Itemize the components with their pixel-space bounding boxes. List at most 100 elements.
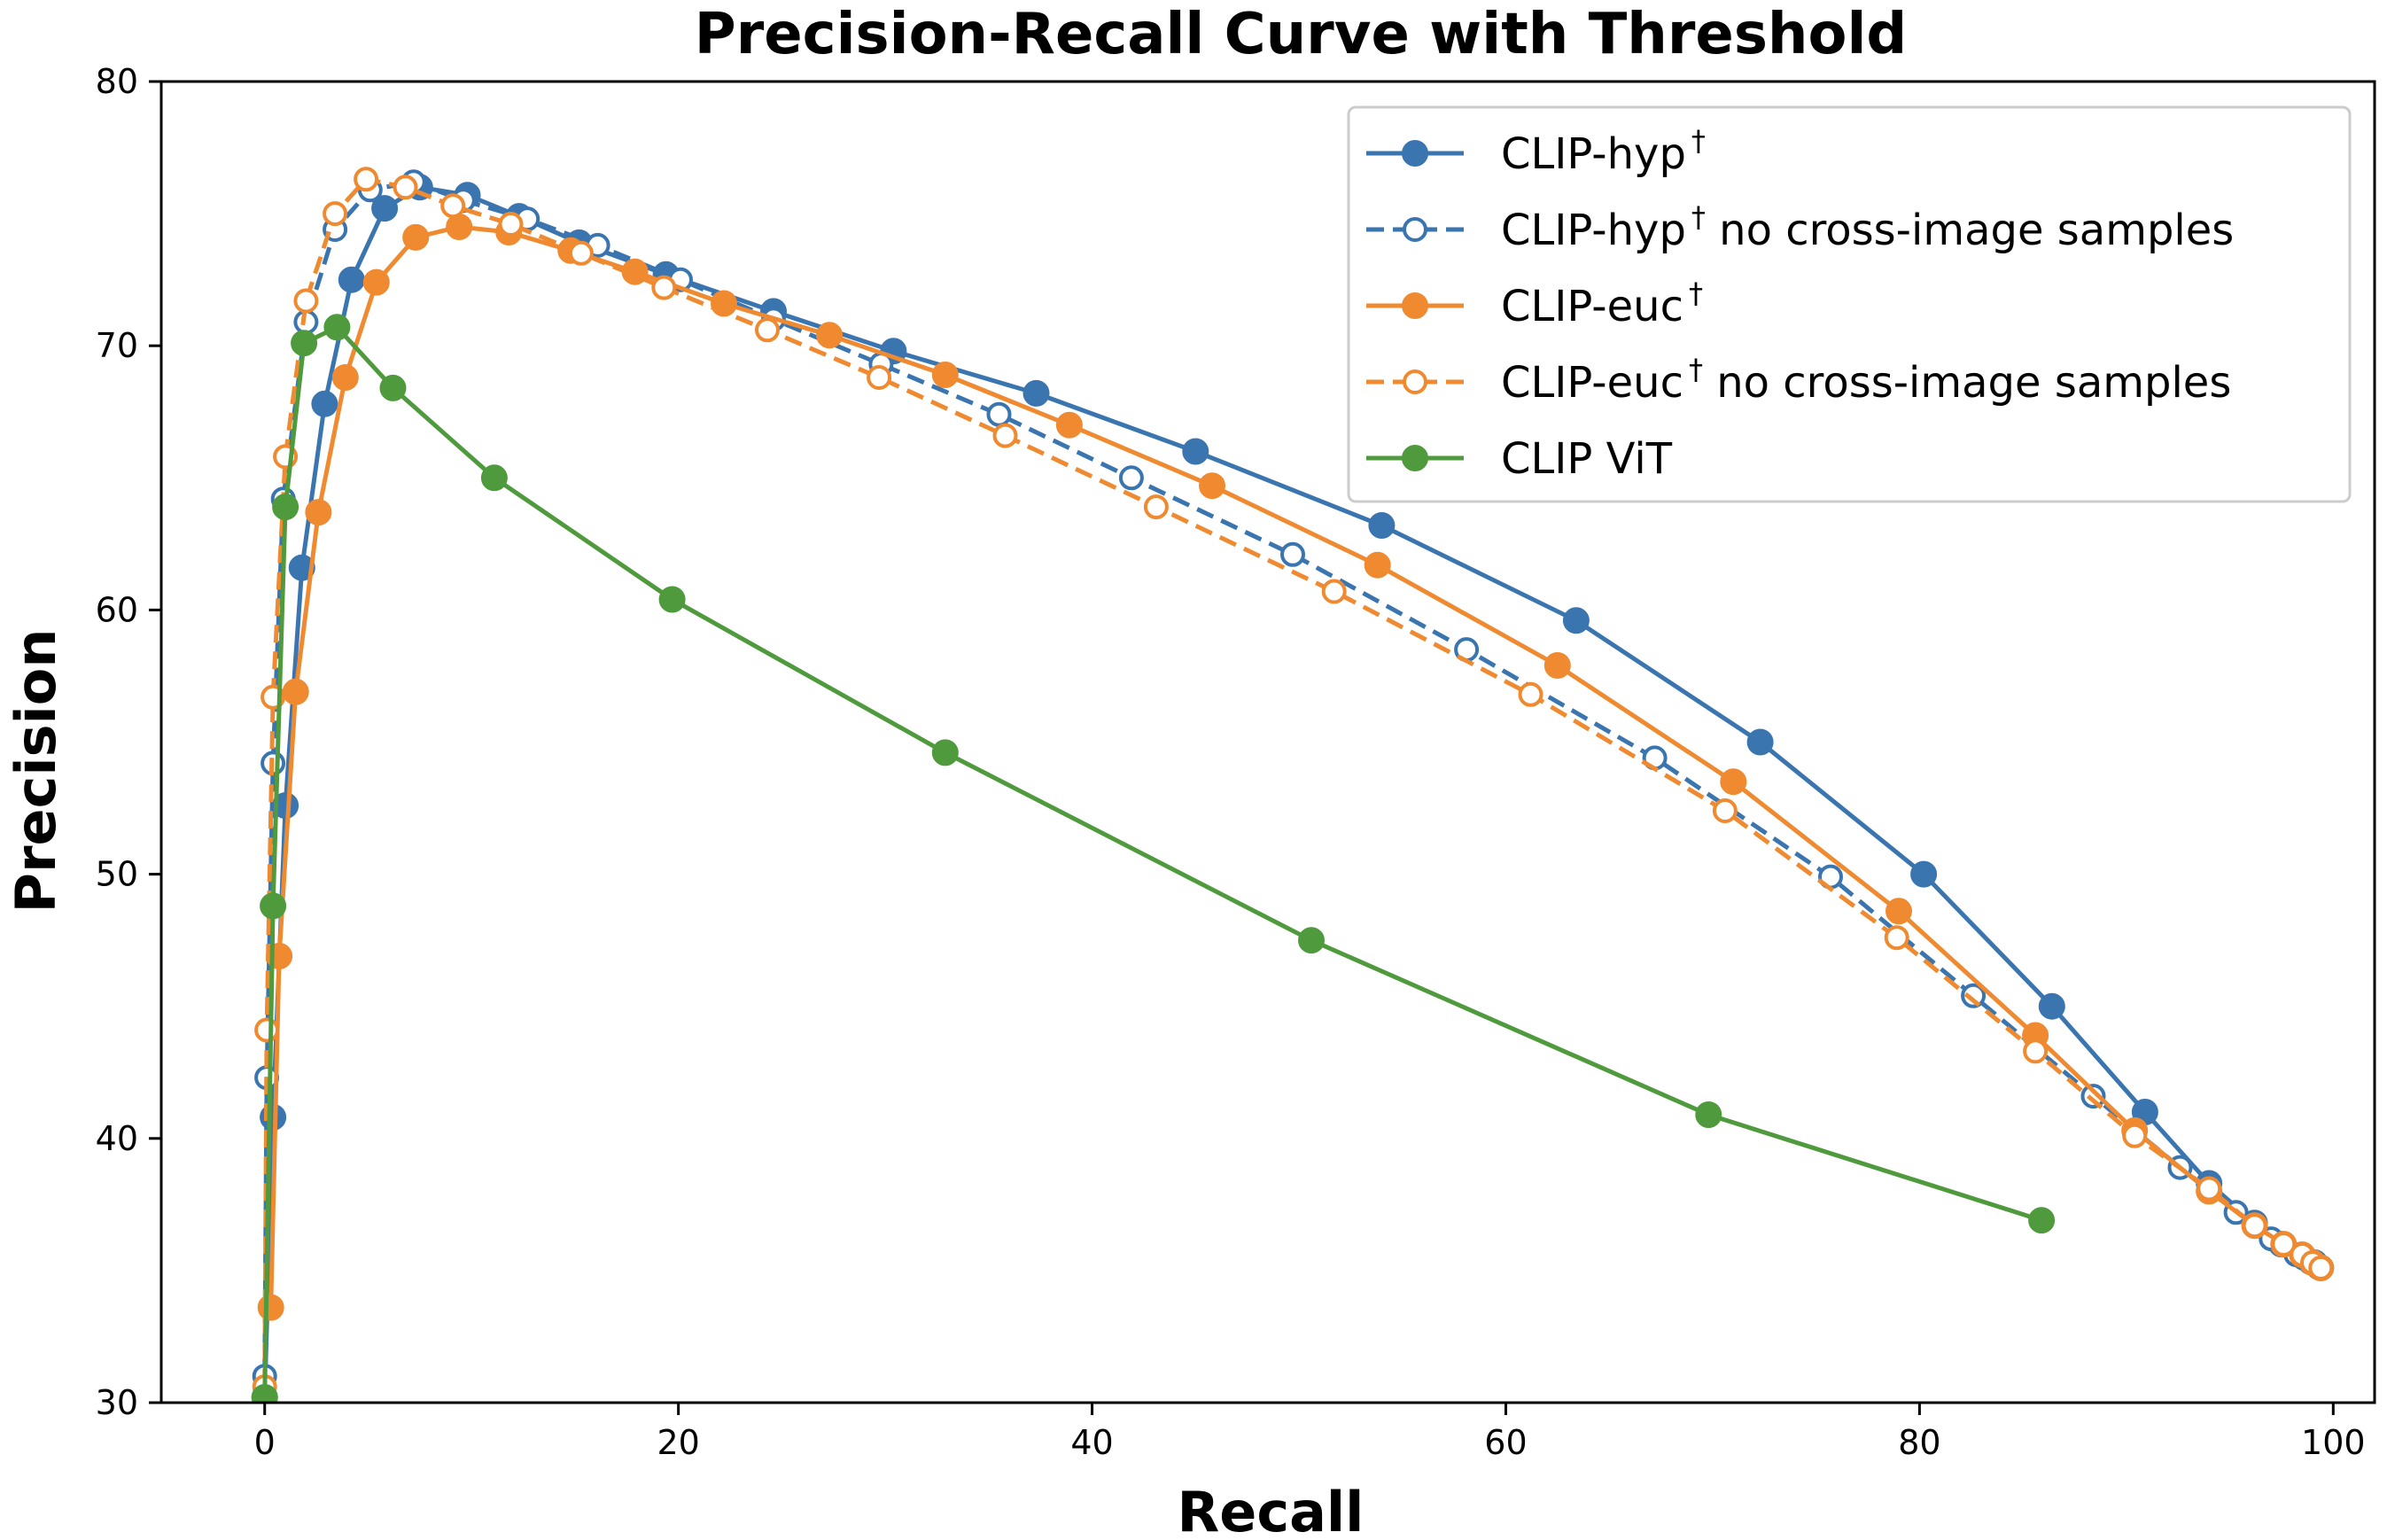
x-tick-label: 0 — [254, 1423, 276, 1462]
data-point-clip-euc-no-cross-image-samples — [393, 175, 418, 200]
data-point-clip-euc-no-cross-image-samples — [2271, 1232, 2297, 1257]
legend-swatch-marker — [1402, 292, 1428, 319]
data-point-clip-euc-no-cross-image-samples — [1712, 798, 1738, 823]
data-point-clip-euc — [1543, 652, 1571, 679]
x-tick-label: 40 — [1070, 1423, 1113, 1462]
data-point-clip-euc-no-cross-image-samples — [440, 193, 466, 219]
data-point-clip-vit — [251, 1384, 278, 1403]
data-point-clip-euc — [305, 499, 332, 526]
data-point-clip-euc — [446, 214, 473, 240]
legend-box — [1347, 105, 2352, 503]
legend: CLIP-hyp † CLIP-hyp † no cross-image sample… — [1347, 105, 2352, 503]
data-point-clip-hyp — [288, 554, 315, 581]
x-tick-label: 80 — [1898, 1423, 1940, 1462]
data-point-clip-euc-no-cross-image-samples — [1518, 681, 1543, 707]
y-tick-label: 50 — [96, 855, 138, 894]
plot-area — [251, 167, 2335, 1403]
data-point-clip-hyp — [1368, 512, 1396, 539]
data-point-clip-hyp-no-cross-image-samples — [2080, 1084, 2106, 1109]
data-point-clip-vit — [291, 330, 318, 357]
data-point-clip-euc — [816, 322, 844, 349]
data-point-clip-vit — [379, 374, 407, 401]
data-point-clip-euc-no-cross-image-samples — [2197, 1176, 2222, 1202]
legend-label: CLIP ViT — [1501, 434, 1673, 484]
data-point-clip-hyp — [1746, 728, 1774, 756]
data-point-clip-euc-no-cross-image-samples — [498, 212, 524, 237]
data-point-clip-euc-no-cross-image-samples — [651, 275, 677, 300]
data-point-clip-euc — [1055, 411, 1083, 439]
data-point-clip-euc-no-cross-image-samples — [1143, 494, 1169, 520]
data-point-clip-vit — [260, 892, 287, 920]
data-point-clip-euc — [1364, 551, 1391, 579]
legend-label: CLIP-hyp † — [1501, 124, 1706, 179]
legend-swatch-marker — [1402, 445, 1428, 471]
legend-swatch-marker — [1402, 140, 1428, 167]
x-tick-label: 100 — [2301, 1423, 2366, 1462]
x-tick-label: 20 — [657, 1423, 699, 1462]
data-point-clip-euc — [282, 678, 309, 705]
legend-label: CLIP-euc † — [1501, 276, 1703, 331]
data-point-clip-vit — [272, 494, 299, 521]
plot-frame — [159, 80, 2376, 1404]
data-point-clip-euc-no-cross-image-samples — [293, 288, 319, 314]
data-point-clip-euc-no-cross-image-samples — [867, 365, 892, 390]
data-point-clip-euc-no-cross-image-samples — [1321, 579, 1347, 604]
data-point-clip-euc — [257, 1294, 284, 1321]
data-point-clip-vit — [931, 739, 959, 766]
data-point-clip-euc — [1199, 472, 1225, 500]
legend-item-clip-hyp-no-cross-image-samples: CLIP-hyp † no cross-image samples — [1366, 200, 2234, 255]
data-point-clip-euc-no-cross-image-samples — [2122, 1123, 2148, 1148]
data-point-clip-vit — [1695, 1101, 1722, 1128]
y-tick-label: 70 — [96, 326, 138, 365]
data-point-clip-euc — [1885, 898, 1912, 925]
data-point-clip-hyp — [2038, 992, 2065, 1020]
data-point-clip-euc — [331, 364, 359, 391]
legend-swatch-marker — [1403, 369, 1427, 394]
legend-item-clip-euc: CLIP-euc † — [1366, 276, 1703, 331]
series-line-clip-vit — [262, 324, 2042, 1398]
data-point-clip-euc — [931, 362, 959, 388]
y-tick-label: 80 — [96, 62, 138, 101]
legend-item-clip-hyp: CLIP-hyp † — [1366, 124, 1706, 179]
data-point-clip-hyp-no-cross-image-samples — [986, 401, 1012, 427]
chart-title: Precision-Recall Curve with Threshold — [695, 2, 1907, 67]
data-point-clip-hyp — [338, 266, 365, 293]
series-group — [251, 167, 2335, 1403]
y-tick-label: 40 — [96, 1119, 138, 1158]
data-point-clip-vit — [480, 464, 508, 492]
data-point-clip-vit — [2028, 1207, 2056, 1234]
data-point-clip-euc-no-cross-image-samples — [755, 317, 780, 343]
data-point-clip-euc-no-cross-image-samples — [2242, 1213, 2267, 1239]
data-point-clip-euc — [362, 268, 390, 296]
x-tick-label: 60 — [1484, 1423, 1527, 1462]
axis-ticks: 0 20 40 60 80 100 30 40 50 60 70 80 — [96, 62, 2366, 1462]
legend-label: CLIP-euc † no cross-image samples — [1501, 353, 2231, 408]
data-point-clip-euc-no-cross-image-samples — [2023, 1038, 2049, 1064]
data-point-clip-hyp — [1022, 379, 1050, 407]
data-point-clip-hyp-no-cross-image-samples — [1961, 983, 1987, 1008]
data-point-clip-hyp — [1182, 438, 1209, 465]
data-point-clip-hyp — [1910, 860, 1938, 888]
data-point-clip-euc-no-cross-image-samples — [323, 201, 348, 227]
series-line-clip-euc-no-cross-image-samples — [262, 176, 2322, 1388]
legend-item-clip-vit: CLIP ViT — [1366, 434, 1673, 484]
legend-swatch-marker — [1403, 217, 1427, 242]
data-point-clip-vit — [323, 314, 351, 341]
data-point-clip-hyp — [311, 390, 338, 417]
data-point-clip-euc — [1720, 768, 1747, 796]
legend-item-clip-euc-no-cross-image-samples: CLIP-euc † no cross-image samples — [1366, 353, 2231, 408]
y-tick-label: 30 — [96, 1383, 138, 1422]
data-point-clip-euc-no-cross-image-samples — [254, 1017, 280, 1043]
x-axis-label: Recall — [1178, 1480, 1365, 1540]
y-axis-label: Precision — [4, 629, 68, 914]
data-point-clip-vit — [1298, 927, 1325, 954]
y-tick-label: 60 — [96, 590, 138, 629]
data-point-clip-hyp-no-cross-image-samples — [1280, 541, 1305, 567]
data-point-clip-hyp-no-cross-image-samples — [1118, 465, 1144, 491]
data-point-clip-euc-no-cross-image-samples — [992, 423, 1018, 448]
data-point-clip-euc-no-cross-image-samples — [568, 240, 594, 266]
series-line-clip-euc — [268, 224, 2322, 1308]
data-point-clip-euc-no-cross-image-samples — [2308, 1255, 2334, 1280]
data-point-clip-vit — [658, 586, 686, 613]
